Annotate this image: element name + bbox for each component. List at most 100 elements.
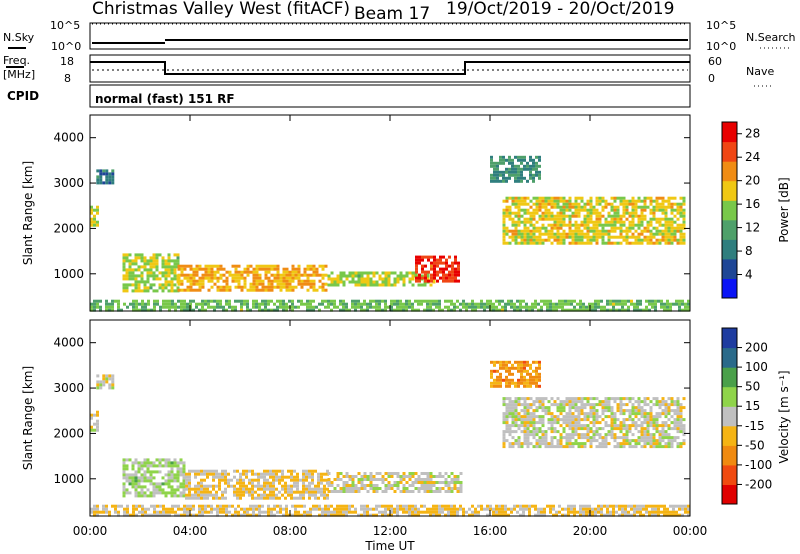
power-cell: [562, 235, 566, 239]
power-cell: [622, 205, 626, 209]
power-cell: [210, 264, 214, 268]
power-cell: [640, 241, 644, 245]
power-cell: [550, 199, 554, 203]
velocity-cell: [649, 418, 653, 422]
velocity-cell: [535, 397, 539, 401]
velocity-cell: [234, 513, 237, 517]
power-cell: [339, 302, 342, 306]
velocity-cell: [498, 507, 501, 511]
power-cell: [390, 283, 394, 287]
velocity-cell: [612, 507, 615, 511]
power-cell: [155, 268, 159, 272]
power-cell: [357, 274, 361, 278]
velocity-cell: [577, 415, 581, 419]
velocity-cell: [302, 496, 305, 500]
power-region-7: [502, 196, 686, 245]
power-cell: [589, 196, 593, 200]
velocity-cell: [547, 406, 551, 410]
velocity-cell: [684, 510, 687, 514]
power-cell: [474, 302, 477, 306]
power-cell: [523, 226, 527, 230]
power-cell: [649, 217, 653, 221]
velocity-cell: [372, 487, 376, 490]
velocity-cell: [167, 479, 171, 483]
velocity-cell: [514, 430, 518, 434]
power-cell: [577, 211, 581, 215]
power-colorbar-tick-label-0: 4: [745, 268, 753, 282]
velocity-cell: [571, 406, 575, 410]
velocity-cell: [182, 482, 186, 486]
velocity-cell: [248, 493, 251, 497]
velocity-cell: [582, 507, 585, 511]
power-cell: [670, 232, 674, 236]
power-cell: [306, 299, 309, 303]
velocity-cell: [643, 436, 647, 440]
velocity-cell: [643, 445, 647, 449]
velocity-cell: [261, 504, 264, 508]
velocity-cell: [263, 472, 266, 476]
velocity-cell: [663, 513, 666, 517]
velocity-cell: [562, 409, 566, 413]
velocity-cell: [438, 510, 441, 514]
power-cell: [556, 211, 560, 215]
freq-unit: [MHz]: [3, 68, 35, 81]
velocity-cell: [390, 472, 394, 475]
velocity-cell: [541, 430, 545, 434]
power-cell: [213, 299, 216, 303]
velocity-cell: [197, 493, 200, 497]
power-cell: [649, 196, 653, 200]
velocity-cell: [327, 490, 331, 493]
velocity-cell: [541, 424, 545, 428]
velocity-cell: [511, 406, 515, 410]
velocity-cell: [526, 427, 530, 431]
power-cell: [201, 267, 205, 271]
power-cell: [514, 202, 518, 206]
power-cell: [598, 229, 602, 233]
velocity-cell: [102, 507, 105, 511]
velocity-cell: [532, 433, 536, 437]
velocity-cell: [146, 494, 150, 498]
velocity-cell: [411, 510, 414, 514]
noise-tick-right-bottom: 10^0: [706, 40, 736, 53]
power-cell: [592, 229, 596, 233]
power-cell: [520, 229, 524, 233]
power-cell: [152, 256, 156, 260]
power-cell: [261, 285, 265, 289]
power-cell: [273, 276, 277, 280]
velocity-cell: [477, 504, 480, 508]
velocity-cell: [132, 504, 135, 508]
power-cell: [624, 308, 627, 312]
power-cell: [267, 264, 271, 268]
power-cell: [627, 299, 630, 303]
velocity-cell: [159, 510, 162, 514]
velocity-cell: [182, 470, 186, 474]
velocity-cell: [197, 472, 200, 476]
velocity-cell: [520, 397, 524, 401]
velocity-cell: [558, 510, 561, 514]
velocity-cell: [308, 487, 311, 491]
power-cell: [189, 264, 193, 268]
power-cell: [297, 282, 301, 286]
velocity-cell: [658, 439, 662, 443]
power-cell: [597, 299, 600, 303]
velocity-cell: [302, 493, 305, 497]
power-cell: [547, 232, 551, 236]
power-cell: [309, 305, 312, 309]
power-cell: [426, 308, 429, 312]
power-cell: [306, 264, 310, 268]
velocity-cell: [670, 439, 674, 443]
power-cell: [610, 205, 614, 209]
power-cell: [189, 288, 193, 292]
velocity-cell: [134, 473, 138, 477]
velocity-cell: [237, 513, 240, 517]
power-cell: [186, 279, 190, 283]
velocity-cell: [378, 478, 382, 481]
power-cell: [161, 274, 165, 278]
velocity-cell: [185, 484, 188, 488]
velocity-cell: [616, 427, 620, 431]
power-cell: [198, 279, 202, 283]
velocity-cell: [616, 403, 620, 407]
velocity-colorbar-band-2: [722, 445, 737, 466]
velocity-cell: [502, 366, 505, 370]
power-cell: [249, 308, 252, 312]
